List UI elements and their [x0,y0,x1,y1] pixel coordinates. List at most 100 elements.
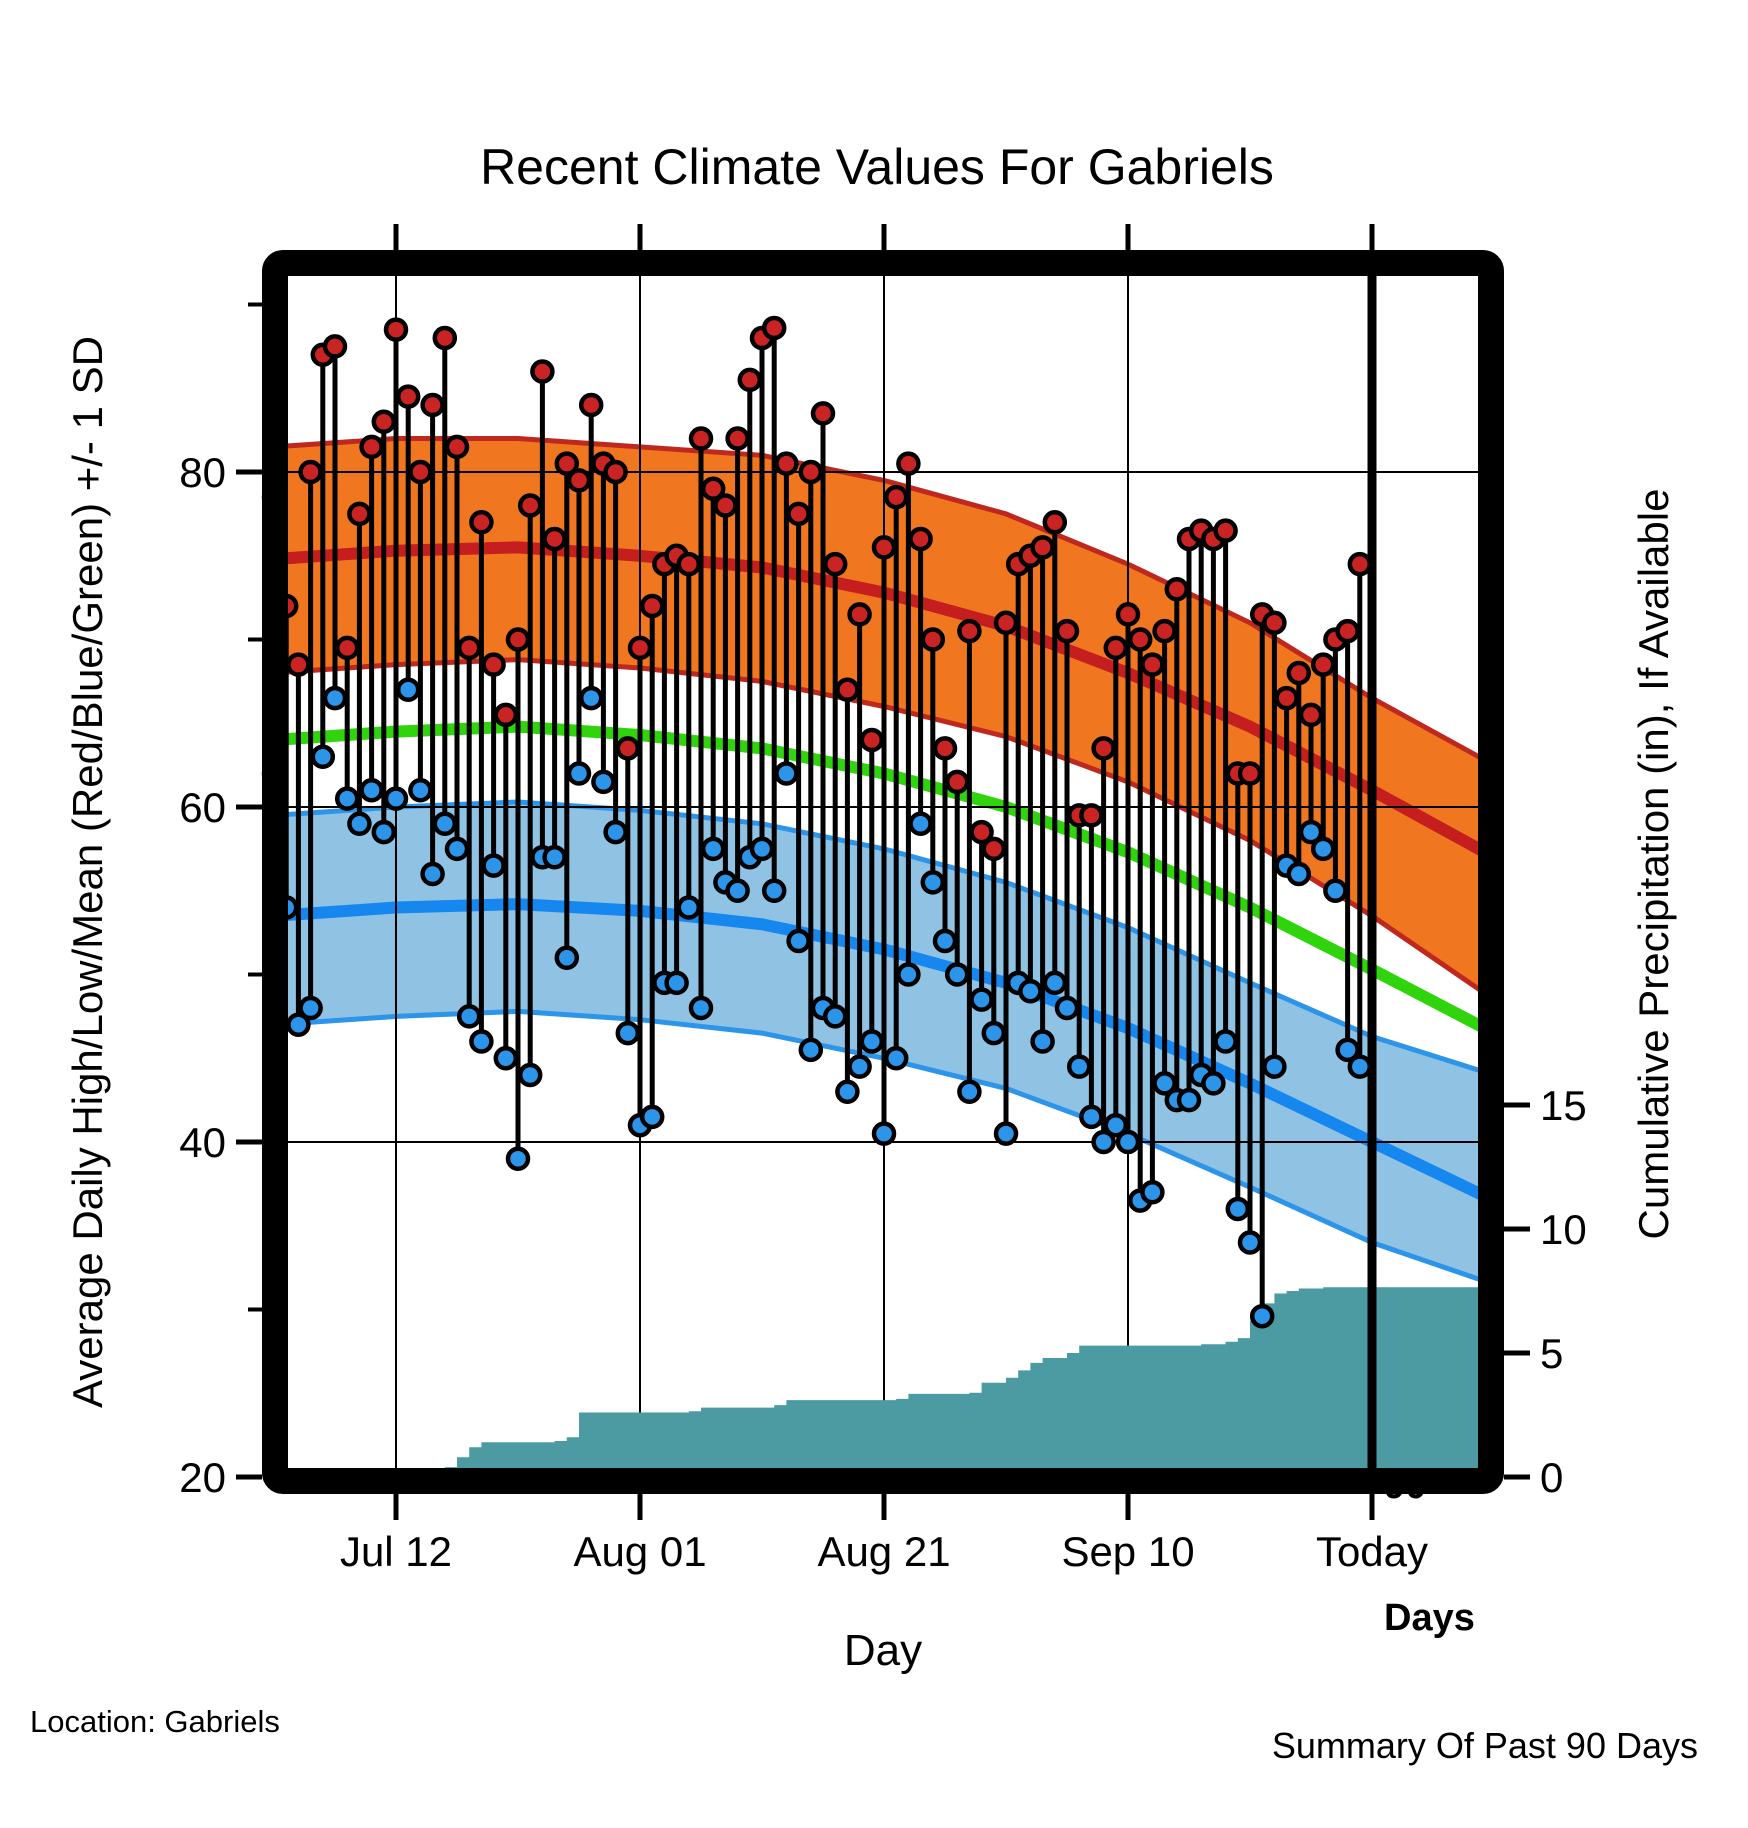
high-dot [322,334,348,359]
low-dot [798,1037,824,1063]
low-dot [1347,1054,1373,1079]
low-dot [969,987,994,1012]
chart-title: Recent Climate Values For Gabriels [480,139,1274,195]
daily-stem [700,476,726,862]
high-dot [932,736,958,761]
x-tick-label: Aug 01 [573,1528,706,1575]
low-dot [517,1062,543,1088]
y-left-tick-label: 40 [179,1119,226,1166]
daily-stem [1335,618,1360,1063]
low-dot [371,819,397,845]
low-dot [1310,836,1336,862]
daily-stem [298,459,323,1021]
y-right-tick-label: 5 [1540,1330,1563,1377]
high-dot [395,384,421,409]
high-dot [347,501,372,527]
high-dot [1286,660,1312,686]
low-dot [554,945,580,970]
high-dot [408,459,433,485]
high-dot [774,451,799,476]
high-dot [688,426,714,451]
low-dot [676,895,702,920]
low-dot [847,1054,872,1079]
high-dot [1140,652,1165,677]
daily-stem [798,459,824,1063]
daily-stem [542,526,567,870]
y-axis-left-label: Average Daily High/Low/Mean (Red/Blue/Gr… [64,336,111,1408]
low-dot [896,962,921,987]
high-dot [810,401,836,426]
daily-stem [310,342,336,769]
low-dot [688,995,714,1021]
high-dot [847,602,872,627]
high-dot [481,652,506,677]
low-dot [298,995,323,1021]
low-dot [444,836,470,862]
high-dot [822,551,848,577]
high-dot [920,627,946,652]
low-dot [993,1121,1019,1146]
high-dot [1152,618,1177,644]
daily-stem [1127,627,1153,1213]
daily-stem [639,593,665,1130]
high-dot [627,635,653,661]
high-dot [908,526,933,552]
high-dot [432,325,458,351]
high-dot [859,727,885,753]
low-dot [920,870,946,895]
daily-stem [993,610,1019,1146]
high-dot [603,459,628,485]
daily-stem [347,501,372,836]
low-dot [322,685,348,711]
daily-stem [1176,526,1202,1113]
low-dot [505,1146,531,1171]
low-dot [725,878,750,903]
daily-stem [835,677,860,1104]
low-dot [822,1004,848,1029]
daily-stem [286,652,311,1037]
high-dot [1091,736,1116,761]
low-dot [774,761,799,786]
daily-stem [493,702,519,1071]
low-dot [1323,878,1348,903]
daily-stem [615,736,641,1046]
high-dot [444,434,470,460]
high-dot [798,459,824,485]
high-dot [896,451,921,476]
daily-stem [1347,551,1373,1079]
daily-stem [395,384,421,702]
daily-stem [1225,761,1251,1222]
high-dot [493,702,519,728]
high-dot [371,409,397,434]
high-dot [725,426,750,451]
high-dot [359,434,384,460]
daily-stem [688,426,714,1021]
low-dot [908,811,933,836]
low-dot [957,1079,982,1104]
high-dot [1042,510,1068,535]
daily-stem [517,493,543,1088]
daily-stem [1298,702,1324,845]
daily-stem [1030,535,1055,1054]
daily-stem [920,627,946,895]
low-dot [932,928,958,954]
x-tick-label: Today [1316,1528,1428,1575]
daily-stem [1286,660,1312,887]
high-dot [676,551,702,577]
low-dot [835,1079,860,1104]
daily-stem [334,635,360,811]
daily-stem [847,602,872,1079]
daily-stem [1249,602,1275,1329]
y-right-tick-label: 0 [1540,1454,1563,1501]
daily-stem [1201,526,1226,1096]
daily-stem [1115,602,1141,1155]
low-dot [469,1029,494,1054]
high-dot [737,367,763,393]
high-dot [1213,518,1238,543]
high-dot [981,836,1007,862]
low-dot [786,928,811,954]
high-dot [1347,551,1373,577]
high-dot [1335,618,1360,644]
station-location: Location: Gabriels [30,1704,280,1739]
